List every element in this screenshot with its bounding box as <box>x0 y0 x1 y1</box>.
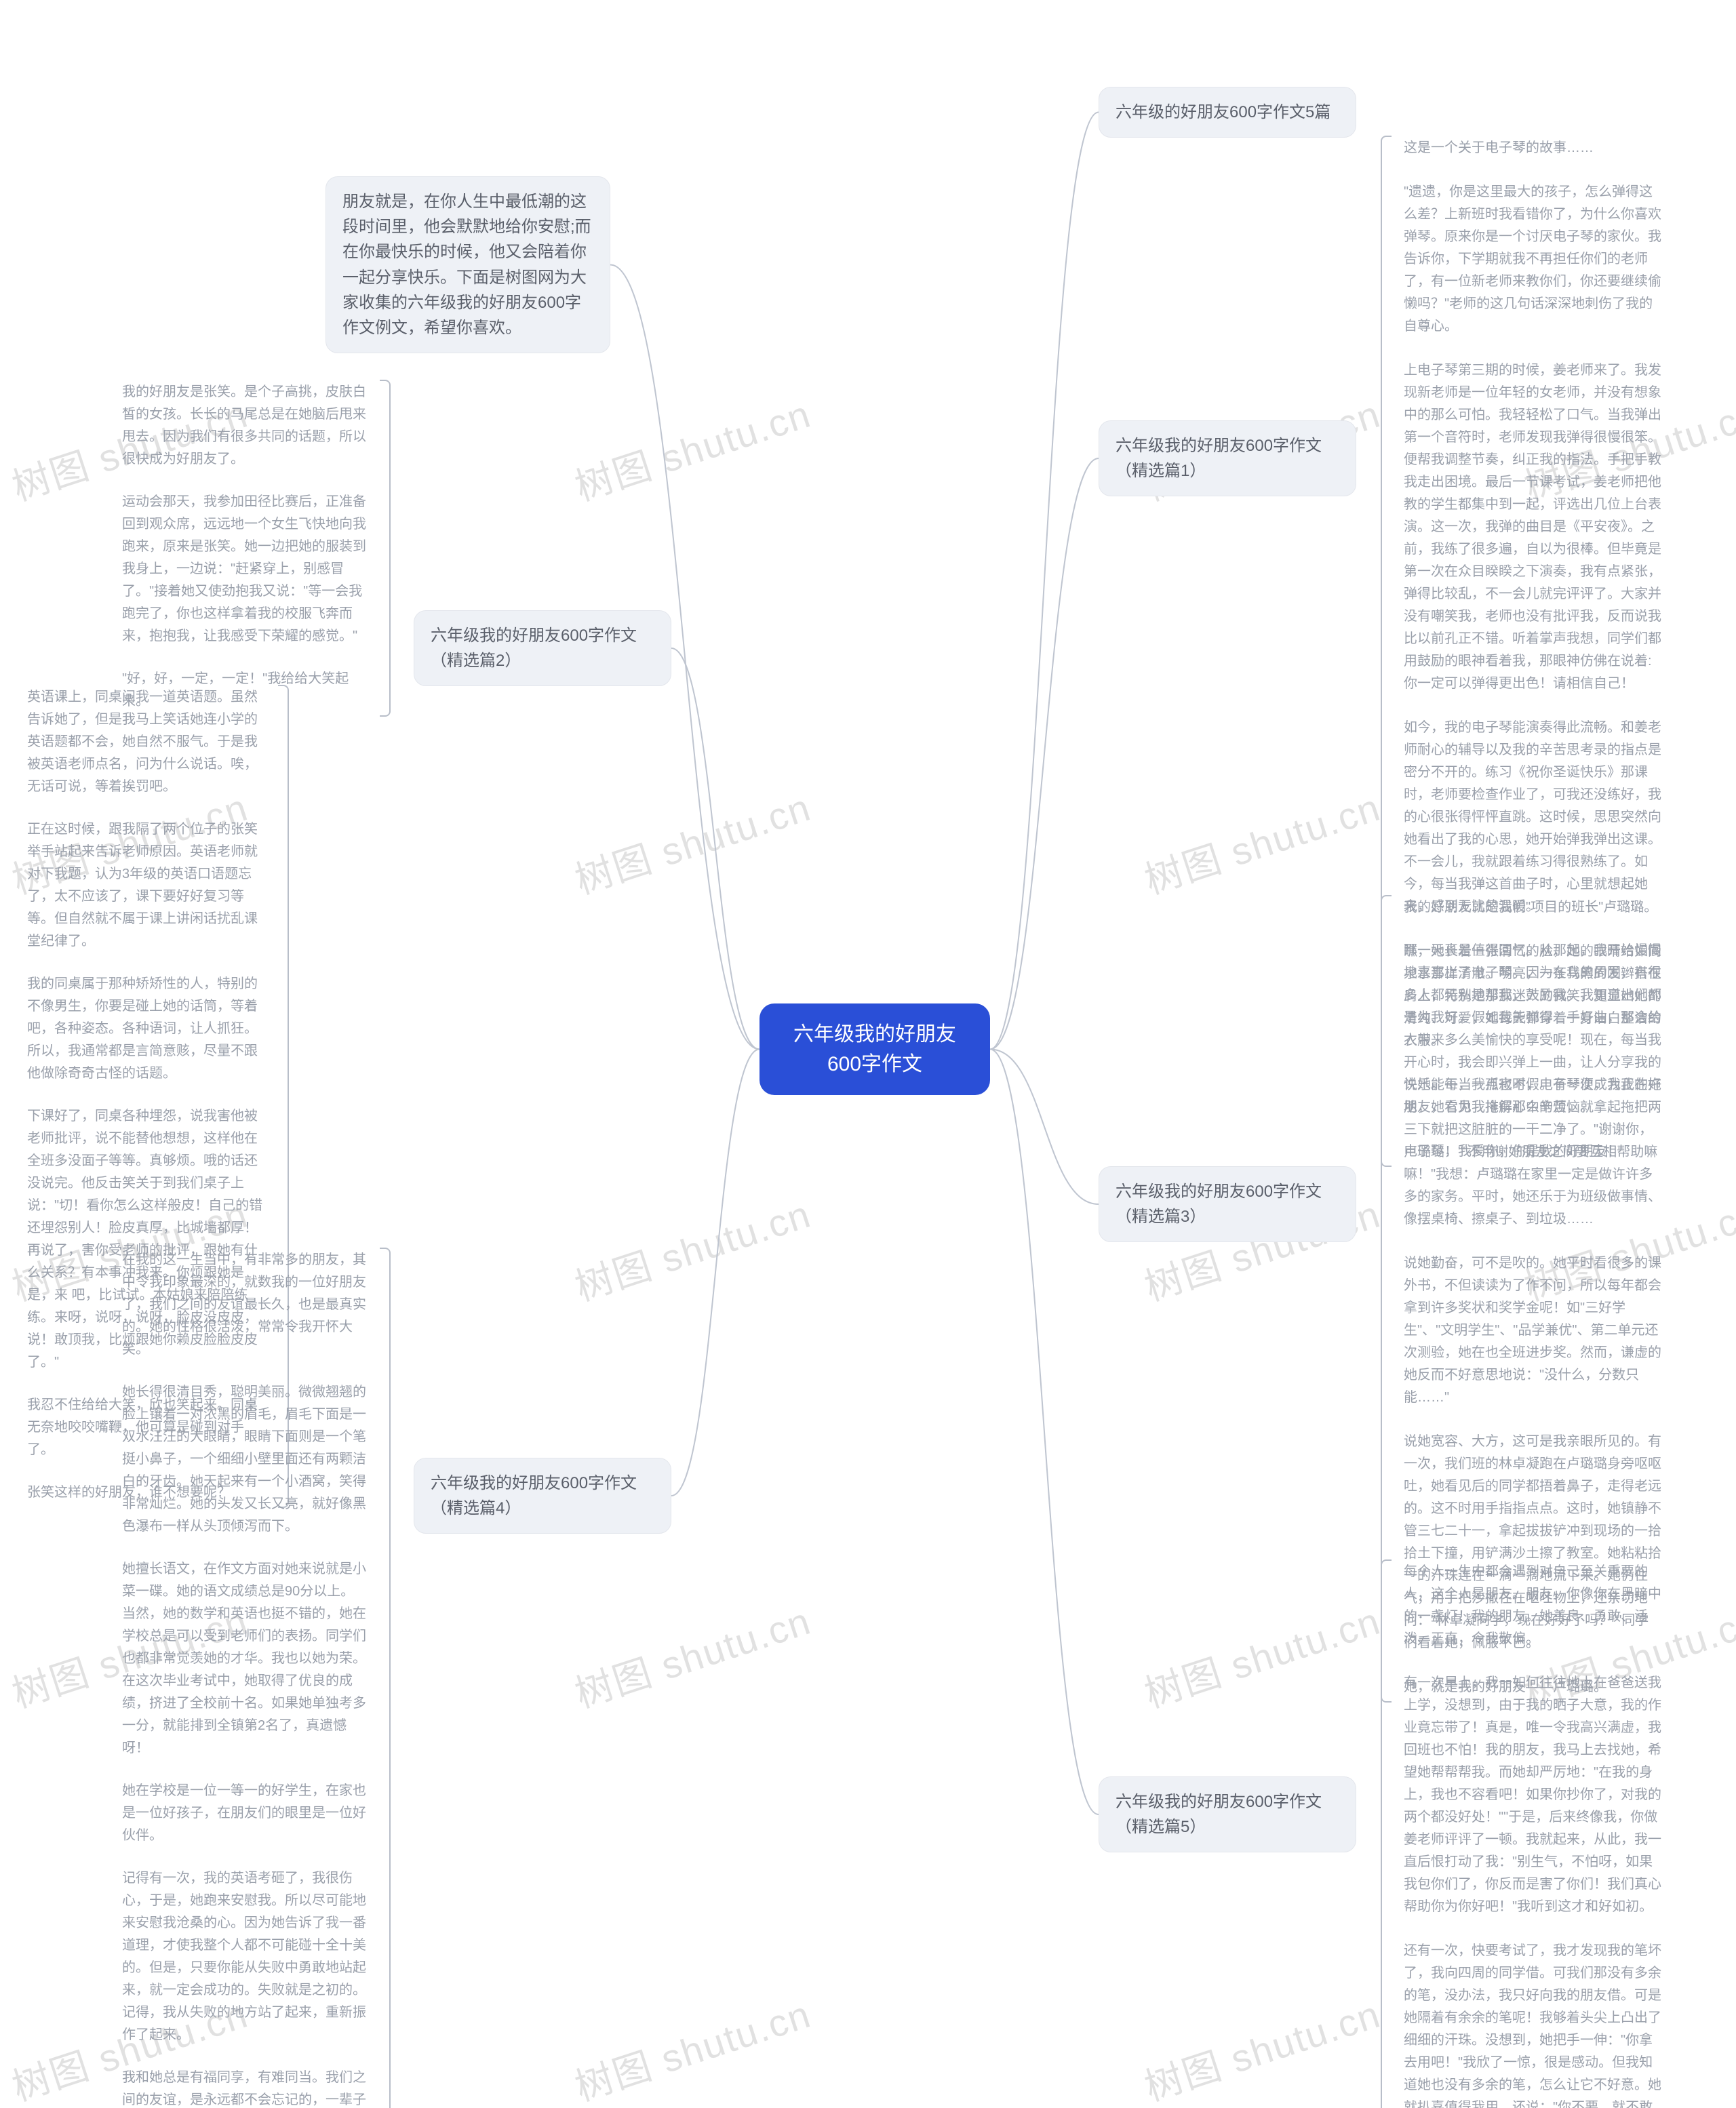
leaf-text: 每个人一生中都会遇到对自己至关重要的人，这个人是朋友。朋友，你像你在黑暗中的一盏… <box>1404 1559 1661 1652</box>
leaf-text: "遗遗，你是这里最大的孩子，怎么弹得这么差？上新班时我看错你了，为什么你喜欢弹琴… <box>1404 180 1661 339</box>
intro-text: 朋友就是，在你人生中最低潮的这段时间里，他会默默地给你安慰;而在你最快乐的时候，… <box>342 193 591 337</box>
leaf-text: 她在学校是一位一等一的好学生，在家也是一位好孩子，在朋友们的眼里是一位好伙伴。 <box>122 1778 366 1848</box>
leaf-text: 正在这时候，跟我隔了两个位子的张笑举手站起来告诉老师原因。英语老师就对下我题，认… <box>27 817 264 954</box>
leaf-text: 她长得很清目秀，聪明美丽。微微翘翘的脸上镶着一对浓黑的眉毛，眉毛下面是一双水汪汪… <box>122 1380 366 1539</box>
watermark: 树图 shutu.cn <box>567 777 817 905</box>
branch-b1[interactable]: 六年级我的好朋友600字作文（精选篇1） <box>1099 420 1356 496</box>
watermark: 树图 shutu.cn <box>1137 777 1387 905</box>
leaf-text: 她擅长语文，在作文方面对她来说就是小菜一碟。她的语文成绩总是90分以上。当然，她… <box>122 1557 366 1761</box>
leaf-text: 在我的这一生当中，有非常多的朋友，其中令我印象最深的，就数我的一位好朋友了，我们… <box>122 1248 366 1362</box>
root-label: 六年级我的好朋友600字作文 <box>793 1023 956 1075</box>
leaf-text: 我的好朋友是张笑。是个子高挑，皮肤白皙的女孩。长长的马尾总是在她脑后甩来甩去。因… <box>122 380 366 472</box>
bracket <box>1381 1559 1392 2108</box>
b0-label: 六年级的好朋友600字作文5篇 <box>1116 103 1330 121</box>
leaf-text: 瞧，她长着一张清气的脸，她的眼睛给如同泉水那样清澈。明亮，一条乌黑的发辫搭在肩上… <box>1404 939 1661 1054</box>
watermark: 树图 shutu.cn <box>567 1184 817 1312</box>
branch-intro[interactable]: 朋友就是，在你人生中最低潮的这段时间里，他会默默地给你安慰;而在你最快乐的时候，… <box>326 176 610 353</box>
branch-b2[interactable]: 六年级我的好朋友600字作文（精选篇2） <box>414 610 671 686</box>
leaf-text: 我的同桌属于那种矫矫性的人，特别的不像男生，你要是碰上她的话筒，等着吧，各种姿态… <box>27 972 264 1086</box>
b3-label: 六年级我的好朋友600字作文（精选篇3） <box>1116 1182 1322 1226</box>
b4-label: 六年级我的好朋友600字作文（精选篇4） <box>431 1474 637 1517</box>
leaf-text: 说她能干，一点也不假。有一次，我正在拖地，她看见我拖得那么辛苦，就拿起拖把两三下… <box>1404 1073 1661 1232</box>
leaf-text: 我的好朋友就是我们"项目的班长"卢璐璐。 <box>1404 895 1661 920</box>
leaf-text: 记得有一次，我的英语考砸了，我很伤心，于是，她跑来安慰我。所以尽可能地来安慰我沧… <box>122 1866 366 2048</box>
branch-b5[interactable]: 六年级我的好朋友600字作文（精选篇5） <box>1099 1776 1356 1852</box>
leaf-text: 还有一次，快要考试了，我才发现我的笔坏了，我向四周的同学借。可我们那没有多余的笔… <box>1404 1938 1661 2108</box>
leaf-text: 英语课上，同桌问我一道英语题。虽然告诉她了，但是我马上笑话她连小学的英语题都不会… <box>27 685 264 799</box>
root-node[interactable]: 六年级我的好朋友600字作文 <box>760 1003 990 1095</box>
b2-label: 六年级我的好朋友600字作文（精选篇2） <box>431 627 637 670</box>
mindmap-canvas: 树图 shutu.cn 树图 shutu.cn 树图 shutu.cn 树图 shut… <box>0 0 1736 2108</box>
watermark: 树图 shutu.cn <box>567 1591 817 1719</box>
leaf-text: 上电子琴第三期的时候，姜老师来了。我发现新老师是一位年轻的女老师，并没有想象中的… <box>1404 358 1661 696</box>
branch-b0[interactable]: 六年级的好朋友600字作文5篇 <box>1099 87 1356 138</box>
watermark: 树图 shutu.cn <box>567 384 817 512</box>
bracket <box>380 380 391 717</box>
bracket <box>380 1248 391 2108</box>
watermark: 树图 shutu.cn <box>567 1984 817 2108</box>
leaf-text: 说她勤奋，可不是吹的。她平时看很多的课外书，不但读读为了作不问，所以每年都会拿到… <box>1404 1251 1661 1410</box>
b1-label: 六年级我的好朋友600字作文（精选篇1） <box>1116 437 1322 480</box>
watermark: 树图 shutu.cn <box>1137 1591 1387 1719</box>
watermark: 树图 shutu.cn <box>1137 1984 1387 2108</box>
branch-b3[interactable]: 六年级我的好朋友600字作文（精选篇3） <box>1099 1166 1356 1242</box>
leaf-text: 如今，我的电子琴能演奏得此流畅。和姜老师耐心的辅导以及我的辛苦思考录的指点是密分… <box>1404 715 1661 919</box>
leaf-text: 这是一个关于电子琴的故事…… <box>1404 136 1661 161</box>
leaf-text: 我和她总是有福同享，有难同当。我们之间的友谊，是永远都不会忘记的，一辈子都记在心… <box>122 2065 366 2108</box>
b5-label: 六年级我的好朋友600字作文（精选篇5） <box>1116 1793 1322 1836</box>
leaf-text: 有一次早上，我一如何往往地上在爸爸送我上学，没想到，由于我的晒子大意，我的作业竟… <box>1404 1671 1661 1920</box>
branch-b4[interactable]: 六年级我的好朋友600字作文（精选篇4） <box>414 1458 671 1534</box>
leaf-text: 运动会那天，我参加田径比赛后，正准备回到观众席，远远地一个女生飞快地向我跑来，原… <box>122 490 366 649</box>
